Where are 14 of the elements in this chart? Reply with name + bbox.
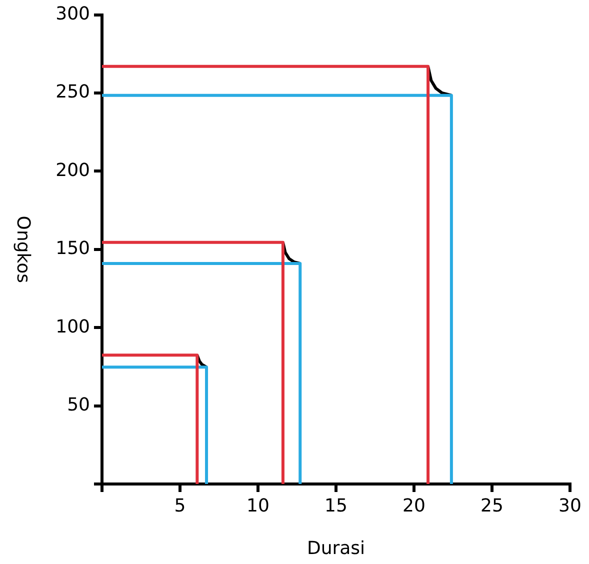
y-tick-label: 250 [56, 82, 90, 103]
x-tick-label: 25 [480, 495, 504, 516]
y-tick-label: 300 [56, 3, 90, 24]
y-tick-label: 200 [56, 160, 90, 181]
x-tick-label: 20 [402, 495, 426, 516]
x-tick-label: 30 [558, 495, 582, 516]
x-tick-label: 10 [246, 495, 270, 516]
x-tick-label: 5 [174, 495, 186, 516]
x-tick-label: 15 [324, 495, 348, 516]
y-tick-label: 150 [56, 238, 90, 260]
y-tick-label: 100 [56, 316, 90, 338]
y-axis-title: Ongkos [12, 216, 34, 283]
y-tick-label: 50 [67, 394, 90, 416]
x-axis-title: Durasi [306, 538, 366, 559]
